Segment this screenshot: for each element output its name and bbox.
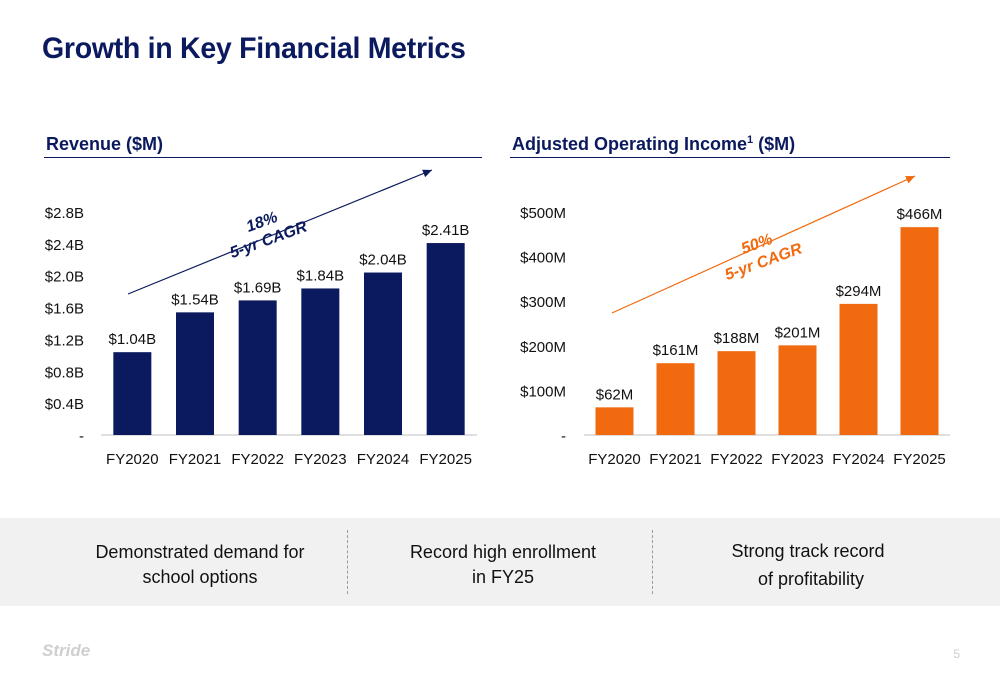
aoi-data-label: $188M: [714, 330, 760, 347]
revenue-y-tick-label: -: [79, 428, 84, 445]
aoi-y-tick-label: $300M: [520, 294, 566, 311]
revenue-bar: [426, 243, 465, 435]
revenue-x-tick-label: FY2022: [231, 451, 284, 468]
revenue-data-label: $1.54B: [171, 291, 219, 308]
revenue-data-label: $1.04B: [109, 331, 157, 348]
highlight-divider: [347, 530, 348, 594]
revenue-x-tick-label: FY2020: [106, 451, 159, 468]
aoi-y-tick-label: -: [561, 428, 566, 445]
aoi-cagr-arrow: [611, 175, 916, 314]
revenue-bar: [364, 272, 402, 435]
revenue-data-label: $2.04B: [359, 252, 407, 269]
aoi-data-label: $161M: [653, 342, 699, 359]
aoi-x-tick-label: FY2020: [588, 451, 641, 468]
revenue-data-label: $1.69B: [234, 279, 282, 296]
charts-canvas: - $0.4B $0.8B $1.2B $1.6B $2.0B $2.4B $2.8B $1.0…: [45, 169, 950, 468]
aoi-title-rule: [510, 157, 950, 158]
revenue-y-tick-label: $0.4B: [45, 396, 84, 413]
aoi-x-tick-label: FY2022: [710, 451, 763, 468]
revenue-cagr-arrowhead: [422, 169, 432, 178]
aoi-x-tick-label: FY2021: [649, 451, 702, 468]
aoi-bar: [839, 303, 878, 435]
revenue-y-tick-label: $1.2B: [45, 332, 84, 349]
aoi-data-label: $466M: [897, 206, 943, 223]
revenue-x-tick-label: FY2023: [294, 451, 347, 468]
aoi-bar: [717, 351, 756, 435]
highlight-profitability: Strong track record of profitability: [731, 541, 885, 589]
revenue-bar: [301, 288, 340, 435]
aoi-y-tick-label: $100M: [520, 383, 566, 400]
revenue-data-label: $2.41B: [422, 222, 470, 239]
aoi-cagr-arrowhead: [905, 176, 915, 184]
aoi-data-label: $201M: [775, 324, 821, 341]
revenue-chart-title: Revenue ($M): [46, 134, 164, 154]
page-number: 5: [953, 647, 960, 661]
revenue-bar: [238, 300, 277, 435]
aoi-bar: [595, 407, 634, 435]
revenue-bar: [113, 352, 152, 435]
aoi-bar: [656, 363, 695, 435]
aoi-y-tick-label: $500M: [520, 205, 566, 222]
aoi-bar: [778, 345, 817, 435]
aoi-data-label: $294M: [836, 283, 882, 300]
highlights-band: [0, 518, 1000, 606]
revenue-bar: [176, 312, 214, 435]
revenue-data-label: $1.84B: [297, 267, 345, 284]
aoi-chart-title: Adjusted Operating Income1 ($M): [512, 134, 796, 154]
revenue-y-tick-label: $0.8B: [45, 364, 84, 381]
revenue-x-tick-label: FY2025: [419, 451, 472, 468]
aoi-x-tick-label: FY2025: [893, 451, 946, 468]
aoi-x-tick-label: FY2024: [832, 451, 885, 468]
revenue-y-tick-label: $2.4B: [45, 237, 84, 254]
revenue-y-tick-label: $1.6B: [45, 301, 84, 318]
highlight-divider: [652, 530, 653, 594]
aoi-y-tick-label: $400M: [520, 250, 566, 267]
aoi-data-label: $62M: [596, 386, 634, 403]
revenue-x-tick-label: FY2021: [169, 451, 222, 468]
aoi-bar: [900, 227, 939, 435]
aoi-y-tick-label: $200M: [520, 339, 566, 356]
stride-logo: Stride: [42, 641, 91, 660]
slide-title: Growth in Key Financial Metrics: [42, 32, 466, 65]
highlight-enrollment: Record high enrollment in FY25: [409, 542, 597, 587]
highlight-demand: Demonstrated demand for school options: [95, 542, 305, 587]
revenue-cagr-arrow: [127, 169, 433, 295]
revenue-x-tick-label: FY2024: [357, 451, 410, 468]
revenue-y-tick-label: $2.0B: [45, 269, 84, 286]
aoi-x-tick-label: FY2023: [771, 451, 824, 468]
revenue-y-tick-label: $2.8B: [45, 205, 84, 222]
revenue-title-rule: [44, 157, 482, 158]
